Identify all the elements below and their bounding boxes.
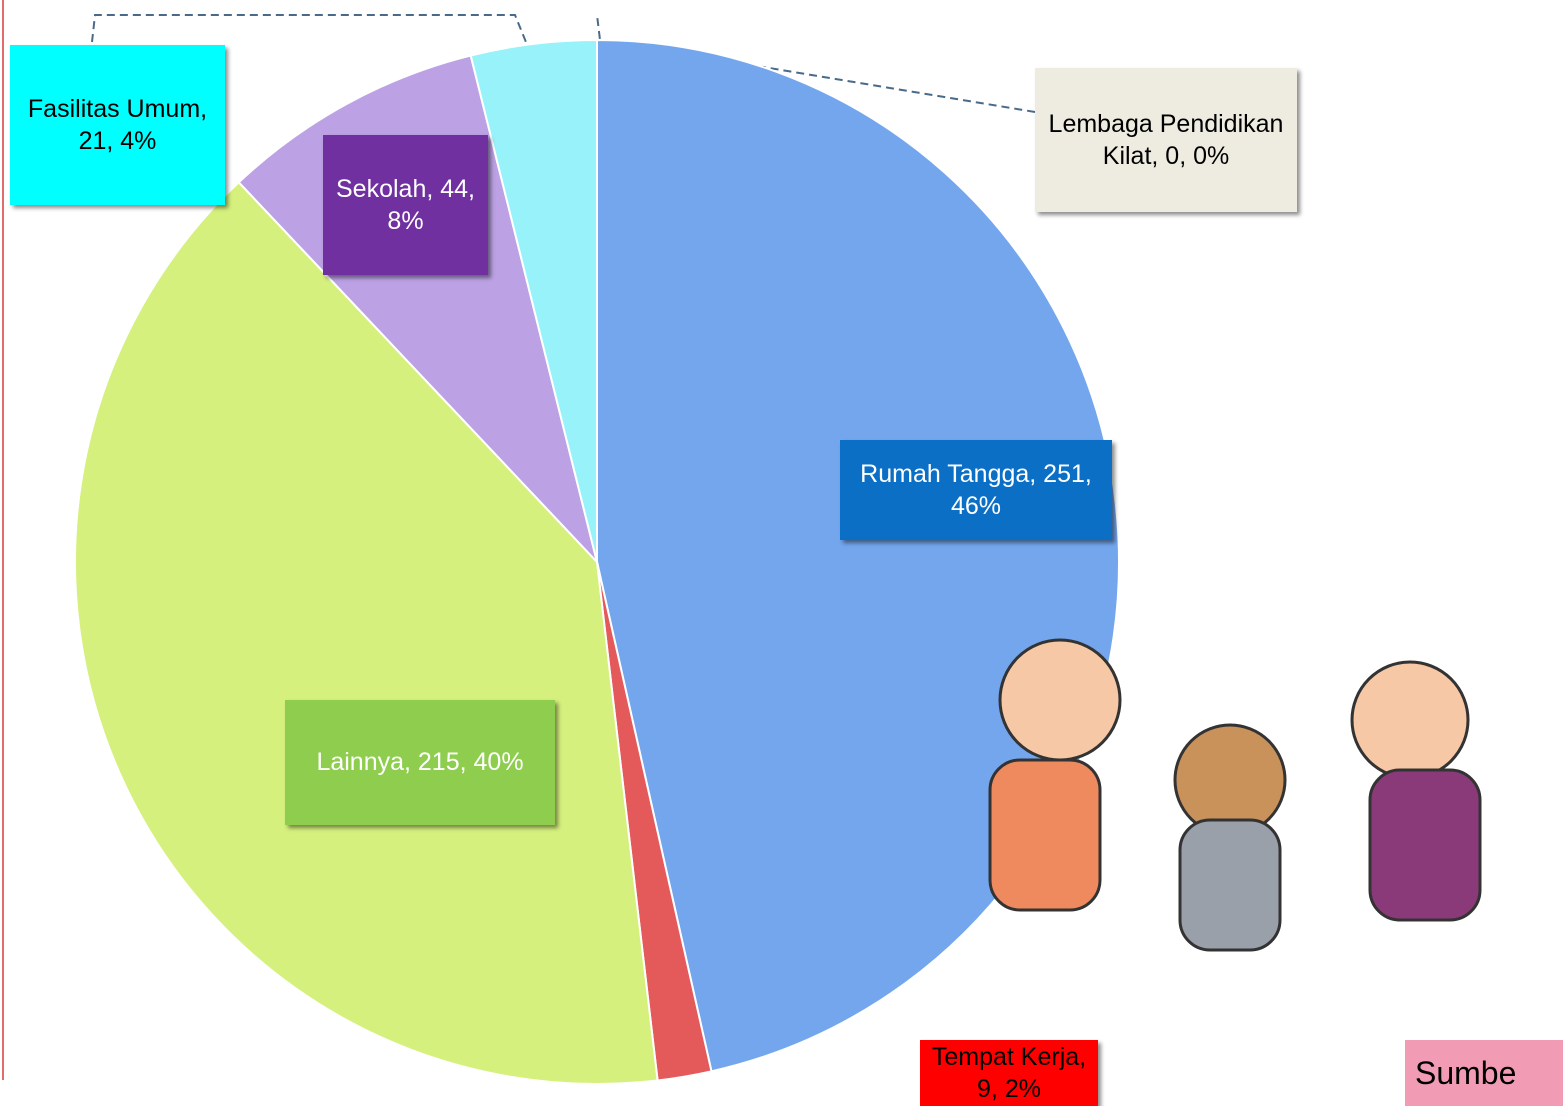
data-label: Rumah Tangga, 251, 46% xyxy=(840,440,1112,540)
data-label: Sekolah, 44, 8% xyxy=(323,135,488,275)
cartoon-body xyxy=(1178,818,1282,952)
pie xyxy=(74,38,1120,1085)
data-label: Lembaga Pendidikan Kilat, 0, 0% xyxy=(1035,68,1297,212)
pie-slice xyxy=(74,180,659,1085)
data-label: Fasilitas Umum, 21, 4% xyxy=(10,45,225,205)
leader-lines xyxy=(91,14,1036,113)
data-label: Lainnya, 215, 40% xyxy=(285,700,555,825)
pie-slice xyxy=(596,38,1120,1073)
source-note: Sumbe xyxy=(1405,1040,1563,1106)
leader-line xyxy=(596,14,1036,113)
cartoon-body xyxy=(988,758,1102,912)
cartoon-head xyxy=(1350,660,1470,780)
data-label: Tempat Kerja, 9, 2% xyxy=(920,1040,1098,1106)
leader-line xyxy=(91,14,531,53)
cartoon-head xyxy=(998,638,1122,762)
cartoon xyxy=(988,638,1482,952)
cartoon-body xyxy=(1368,768,1482,922)
